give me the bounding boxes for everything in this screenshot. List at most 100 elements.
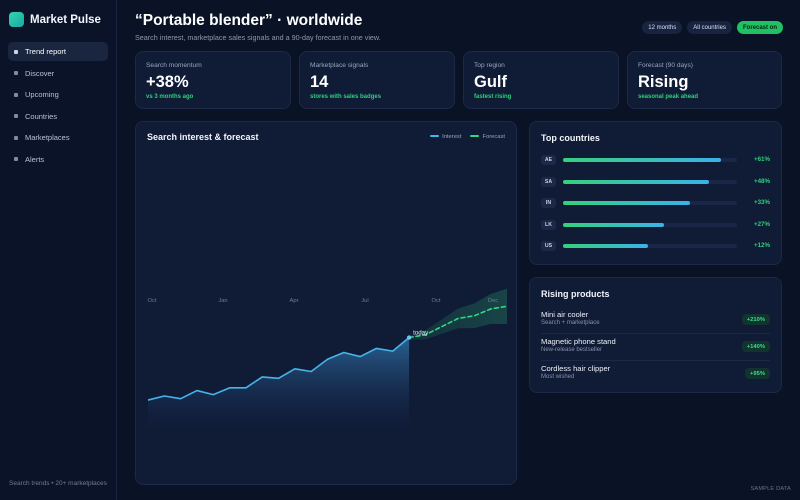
square-bullet-icon — [14, 92, 18, 97]
country-code: US — [541, 241, 556, 251]
country-row[interactable]: IN +33% — [541, 198, 770, 208]
filter-chips: 12 months All countries Forecast on — [642, 21, 783, 34]
country-change: +48% — [754, 177, 770, 185]
product-sub: New-release bestseller — [541, 347, 603, 353]
sidebar-item-label: Marketplaces — [25, 133, 70, 142]
panel-title: Rising products — [541, 289, 610, 299]
legend-label: Interest — [442, 134, 462, 140]
forecast-band — [409, 288, 507, 340]
country-change: +33% — [754, 199, 770, 206]
brand-name: Market Pulse — [30, 13, 101, 26]
panel-title: Top countries — [541, 133, 600, 143]
panel-title: Search interest & forecast — [147, 132, 259, 142]
country-row[interactable]: SA +48% — [541, 176, 770, 187]
sidebar-item-marketplaces[interactable]: Marketplaces — [8, 128, 108, 147]
country-row[interactable]: LK +27% — [541, 219, 770, 230]
chart-legend: Interest Forecast — [430, 134, 505, 140]
stat-card-forecast: Forecast (90 days) Rising seasonal peak … — [627, 51, 782, 109]
country-change: +12% — [754, 242, 770, 249]
page-subtitle: Search interest, marketplace sales signa… — [135, 33, 381, 42]
rising-products-panel: Rising products Mini air cooler Search +… — [529, 277, 782, 393]
square-bullet-icon — [14, 49, 18, 54]
product-sub: Search + marketplace — [541, 320, 600, 326]
sidebar-item-trend-report[interactable]: Trend report — [8, 42, 108, 61]
x-tick-label: Oct — [431, 298, 440, 304]
chip-time-range[interactable]: 12 months — [642, 21, 683, 34]
country-row[interactable]: US +12% — [541, 241, 770, 251]
brand[interactable]: Market Pulse — [9, 12, 101, 27]
legend-item-interest: Interest — [430, 134, 461, 140]
legend-label: Forecast — [482, 134, 505, 140]
sidebar-item-label: Upcoming — [25, 90, 59, 99]
country-code: LK — [541, 219, 556, 230]
stat-label: Search momentum — [146, 62, 202, 69]
progress-fill — [563, 244, 649, 248]
product-name: Cordless hair clipper — [541, 364, 611, 373]
x-tick-label: Jan — [218, 298, 227, 304]
product-name: Mini air cooler — [541, 310, 589, 319]
product-item[interactable]: Magnetic phone stand New-release bestsel… — [541, 337, 770, 363]
product-sub: Most wished — [541, 374, 575, 380]
chip-country-filter[interactable]: All countries — [687, 21, 732, 34]
today-label: today — [413, 330, 429, 337]
x-tick-label: Apr — [289, 298, 298, 304]
progress-track — [563, 179, 737, 184]
growth-badge: +140% — [741, 341, 770, 352]
country-code: AE — [541, 155, 556, 165]
progress-fill — [563, 222, 664, 227]
product-item[interactable]: Mini air cooler Search + marketplace +21… — [541, 310, 770, 336]
product-item[interactable]: Cordless hair clipper Most wished +95% — [541, 364, 770, 390]
stat-value: +38% — [146, 73, 189, 91]
legend-swatch — [430, 135, 440, 138]
stat-card-search-momentum: Search momentum +38% vs 3 months ago — [135, 51, 291, 109]
trend-chart-panel: Search interest & forecast Interest Fore… — [135, 121, 517, 485]
sidebar-item-upcoming[interactable]: Upcoming — [8, 85, 108, 104]
stat-sub: stores with sales badges — [310, 94, 382, 100]
country-code: SA — [541, 176, 556, 187]
sidebar-item-discover[interactable]: Discover — [8, 64, 108, 83]
progress-fill — [563, 201, 691, 205]
stat-label: Top region — [474, 62, 505, 69]
divider — [541, 333, 770, 334]
legend-swatch — [470, 135, 480, 138]
growth-badge: +95% — [745, 368, 770, 379]
stat-label: Forecast (90 days) — [638, 62, 693, 69]
square-bullet-icon — [14, 135, 18, 140]
square-bullet-icon — [14, 71, 18, 75]
sidebar-item-label: Trend report — [25, 47, 66, 56]
sidebar-item-label: Discover — [25, 68, 55, 78]
divider — [541, 360, 770, 361]
today-marker — [406, 335, 412, 340]
stat-value: 14 — [310, 73, 329, 91]
country-change: +61% — [754, 156, 770, 163]
progress-track — [563, 222, 737, 227]
sidebar-item-alerts[interactable]: Alerts — [8, 150, 108, 169]
x-tick-label: Dec — [488, 298, 498, 304]
trend-chart: today Oct Jan Apr Jul Oct Dec — [147, 288, 508, 427]
stat-label: Marketplace signals — [310, 62, 369, 69]
stat-sub: seasonal peak ahead — [638, 94, 699, 100]
square-bullet-icon — [14, 114, 18, 118]
interest-area — [148, 337, 410, 427]
page-title: “Portable blender” · worldwide — [135, 12, 363, 29]
stat-value: Gulf — [474, 73, 507, 91]
progress-track — [563, 158, 737, 162]
country-code: IN — [541, 198, 556, 208]
x-tick-label: Jul — [361, 298, 368, 304]
chip-forecast-toggle[interactable]: Forecast on — [736, 21, 783, 34]
brand-logo-icon — [9, 12, 24, 27]
sidebar-item-countries[interactable]: Countries — [8, 107, 108, 126]
progress-fill — [563, 158, 722, 162]
progress-track — [563, 201, 737, 205]
stat-value: Rising — [638, 73, 689, 91]
x-tick-label: Oct — [147, 298, 156, 304]
country-row[interactable]: AE +61% — [541, 155, 770, 165]
progress-fill — [563, 179, 710, 184]
country-change: +27% — [754, 220, 770, 228]
growth-badge: +210% — [741, 314, 770, 325]
square-bullet-icon — [14, 157, 18, 161]
stat-card-marketplace-signals: Marketplace signals 14 stores with sales… — [299, 51, 455, 109]
stat-sub: vs 3 months ago — [146, 94, 194, 100]
sidebar-item-label: Countries — [25, 111, 58, 121]
sidebar-item-label: Alerts — [25, 154, 45, 164]
